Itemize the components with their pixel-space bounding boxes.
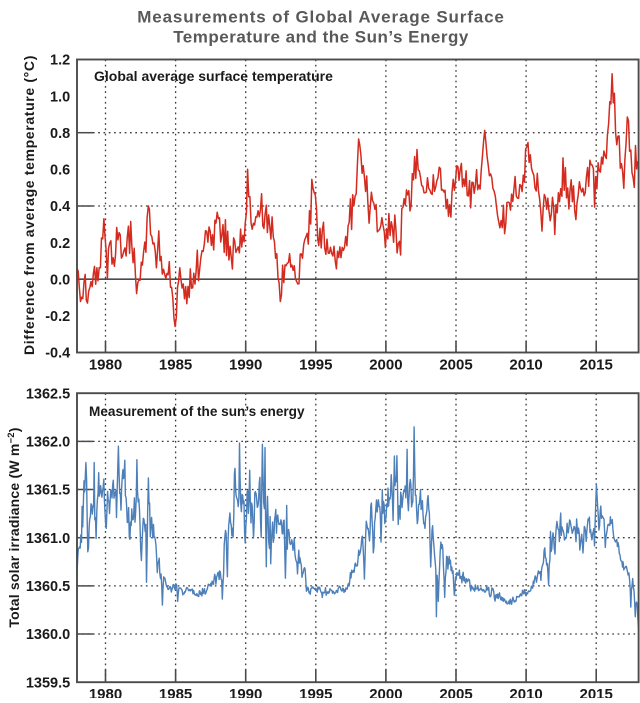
- svg-text:0.0: 0.0: [50, 272, 70, 288]
- svg-text:Measurement of the sun’s energ: Measurement of the sun’s energy: [89, 404, 305, 419]
- svg-text:-0.2: -0.2: [45, 309, 70, 325]
- svg-text:2010: 2010: [509, 686, 542, 698]
- svg-text:Difference from average temper: Difference from average temperature (°C): [21, 55, 37, 355]
- svg-text:1360.5: 1360.5: [26, 579, 70, 595]
- svg-text:2010: 2010: [509, 357, 542, 374]
- svg-text:2015: 2015: [580, 357, 613, 374]
- svg-text:Global average surface tempera: Global average surface temperature: [94, 68, 333, 84]
- svg-text:1361.5: 1361.5: [26, 483, 70, 499]
- svg-text:1995: 1995: [299, 686, 332, 698]
- svg-text:1980: 1980: [89, 357, 122, 374]
- svg-text:0.2: 0.2: [50, 236, 70, 252]
- svg-text:1359.5: 1359.5: [26, 675, 70, 691]
- svg-text:0.6: 0.6: [50, 163, 70, 179]
- svg-text:Total solar irradiance (W m−2): Total solar irradiance (W m−2): [6, 427, 22, 627]
- svg-text:1362.0: 1362.0: [26, 435, 70, 451]
- svg-text:2005: 2005: [439, 357, 472, 374]
- svg-text:1995: 1995: [299, 357, 332, 374]
- svg-text:2000: 2000: [369, 357, 402, 374]
- svg-text:1.0: 1.0: [50, 89, 70, 105]
- svg-text:2015: 2015: [580, 686, 613, 698]
- svg-text:2005: 2005: [439, 686, 472, 698]
- svg-text:1362.5: 1362.5: [26, 386, 70, 402]
- svg-text:-0.4: -0.4: [45, 346, 70, 362]
- svg-text:1985: 1985: [159, 686, 192, 698]
- svg-text:1360.0: 1360.0: [26, 627, 70, 643]
- svg-text:1.2: 1.2: [50, 53, 70, 69]
- svg-text:1985: 1985: [159, 357, 192, 374]
- svg-text:0.4: 0.4: [50, 199, 70, 215]
- svg-text:Temperature and the Sun’s Ener: Temperature and the Sun’s Energy: [173, 28, 469, 47]
- svg-text:1980: 1980: [89, 686, 122, 698]
- svg-text:1990: 1990: [229, 357, 262, 374]
- svg-text:1990: 1990: [229, 686, 262, 698]
- svg-text:1361.0: 1361.0: [26, 531, 70, 547]
- svg-text:0.8: 0.8: [50, 126, 70, 142]
- svg-text:Measurements of Global Average: Measurements of Global Average Surface: [137, 8, 504, 27]
- svg-text:2000: 2000: [369, 686, 402, 698]
